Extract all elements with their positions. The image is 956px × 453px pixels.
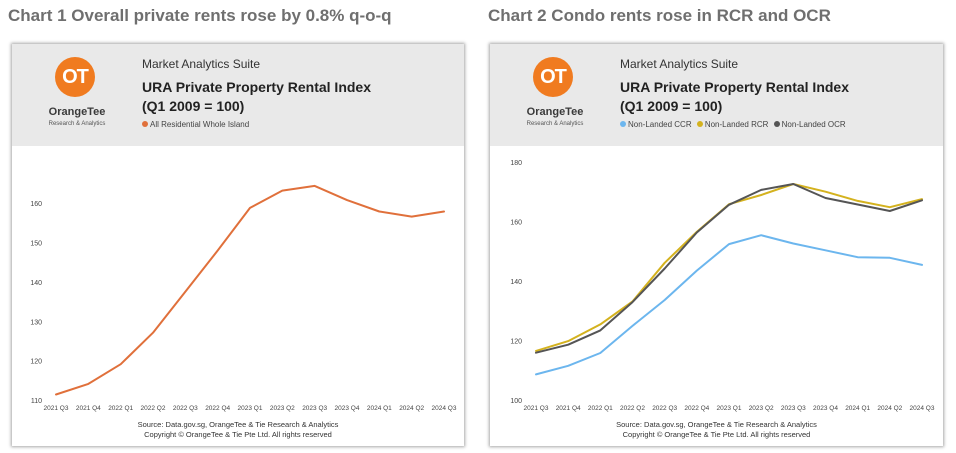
legend-label: Non-Landed CCR <box>628 120 692 129</box>
y-tick-label: 120 <box>30 359 42 366</box>
y-tick-label: 120 <box>510 338 522 345</box>
x-tick-label: 2022 Q2 <box>620 405 645 412</box>
y-tick-label: 140 <box>30 280 42 287</box>
x-tick-label: 2023 Q1 <box>238 405 263 412</box>
legend-item: All Residential Whole Island <box>142 120 249 129</box>
x-tick-label: 2023 Q3 <box>781 405 806 412</box>
legend-dot <box>773 121 780 127</box>
x-tick-label: 2023 Q4 <box>813 405 838 412</box>
line-chart-1: 110 120 130 140 150 160 2021 Q3 2021 Q4 2022 Q1 2… <box>30 184 457 412</box>
chart-1-heading: Chart 1 Overall private rents rose by 0.… <box>8 6 392 25</box>
x-tick-label: 2024 Q2 <box>399 405 424 412</box>
x-tick-label: 2021 Q4 <box>76 405 101 412</box>
panel-header: OT OrangeTee Research & Analytics Market… <box>12 44 464 146</box>
x-tick-label: 2022 Q4 <box>205 405 230 412</box>
x-tick-label: 2023 Q2 <box>749 405 774 412</box>
y-tick-label: 130 <box>30 319 42 326</box>
y-tick-label: 160 <box>30 201 42 208</box>
series-line <box>55 184 445 396</box>
series-line <box>535 183 923 354</box>
brand-tagline: Research & Analytics <box>48 121 106 127</box>
legend-dot <box>620 121 626 127</box>
legend-dot <box>696 121 703 127</box>
x-tick-label: 2022 Q3 <box>173 405 198 412</box>
chart-title: URA Private Property Rental Index <box>620 79 849 95</box>
brand-tagline: Research & Analytics <box>526 121 584 127</box>
brand-name: OrangeTee <box>48 106 106 118</box>
y-tick-label: 140 <box>510 279 522 286</box>
chart-subtitle: (Q1 2009 = 100) <box>142 98 245 114</box>
chart-panel-1: OT OrangeTee Research & Analytics Market… <box>12 44 464 446</box>
line-chart-2: 100 120 140 160 180 2021 Q3 2021 Q4 2022 Q1 2022… <box>510 160 935 412</box>
series-line <box>535 183 923 352</box>
x-tick-label: 2022 Q1 <box>588 405 613 412</box>
copyright-line: Copyright © OrangeTee & Tie Pte Ltd. All… <box>622 430 811 439</box>
legend-item: Non-Landed OCR <box>773 120 846 129</box>
y-tick-label: 150 <box>30 241 42 248</box>
x-tick-label: 2022 Q2 <box>141 405 166 412</box>
suite-label: Market Analytics Suite <box>620 57 739 71</box>
x-tick-label: 2024 Q3 <box>910 405 935 412</box>
chart-title: URA Private Property Rental Index <box>142 79 371 95</box>
chart-panel-2: OT OrangeTee Research & Analytics Market… <box>490 44 943 446</box>
legend-item: Non-Landed RCR <box>696 120 769 129</box>
x-tick-label: 2021 Q3 <box>44 405 69 412</box>
source-line: Source: Data.gov.sg, OrangeTee & Tie Res… <box>137 420 339 429</box>
y-tick-label: 110 <box>31 398 42 405</box>
x-tick-label: 2022 Q4 <box>684 405 709 412</box>
x-tick-label: 2023 Q4 <box>335 405 360 412</box>
copyright-line: Copyright © OrangeTee & Tie Pte Ltd. All… <box>144 430 332 439</box>
orangetee-logo-icon: OT <box>533 57 573 97</box>
chart-subtitle: (Q1 2009 = 100) <box>620 98 723 114</box>
legend-label: All Residential Whole Island <box>150 120 250 129</box>
source-line: Source: Data.gov.sg, OrangeTee & Tie Res… <box>616 420 817 429</box>
legend-label: Non-Landed RCR <box>704 120 769 129</box>
source-note: Source: Data.gov.sg, OrangeTee & Tie Res… <box>12 420 464 440</box>
x-tick-label: 2021 Q4 <box>556 405 581 412</box>
y-tick-label: 180 <box>510 160 522 167</box>
brand-name: OrangeTee <box>526 106 584 118</box>
x-tick-label: 2024 Q1 <box>845 405 870 412</box>
chart-2-heading: Chart 2 Condo rents rose in RCR and OCR <box>488 6 831 25</box>
panel-header: OT OrangeTee Research & Analytics Market… <box>490 44 943 146</box>
orangetee-logo-icon: OT <box>55 57 95 97</box>
legend-dot <box>142 121 148 127</box>
x-tick-label: 2022 Q1 <box>108 405 133 412</box>
series-line <box>535 234 923 376</box>
x-tick-label: 2023 Q1 <box>717 405 742 412</box>
x-tick-label: 2023 Q3 <box>302 405 327 412</box>
y-tick-label: 160 <box>510 219 522 226</box>
suite-label: Market Analytics Suite <box>142 57 261 71</box>
legend-label: Non-Landed OCR <box>781 120 846 129</box>
x-tick-label: 2024 Q1 <box>367 405 392 412</box>
x-tick-label: 2023 Q2 <box>270 405 295 412</box>
x-tick-label: 2024 Q3 <box>432 405 457 412</box>
x-tick-label: 2021 Q3 <box>524 405 549 412</box>
source-note: Source: Data.gov.sg, OrangeTee & Tie Res… <box>490 420 943 440</box>
x-tick-label: 2022 Q3 <box>652 405 677 412</box>
legend-item: Non-Landed CCR <box>620 120 692 129</box>
y-tick-label: 100 <box>510 398 522 405</box>
chart-legend: Non-Landed CCR Non-Landed RCR Non-Landed… <box>620 120 849 129</box>
x-tick-label: 2024 Q2 <box>877 405 902 412</box>
chart-legend: All Residential Whole Island <box>142 120 252 129</box>
